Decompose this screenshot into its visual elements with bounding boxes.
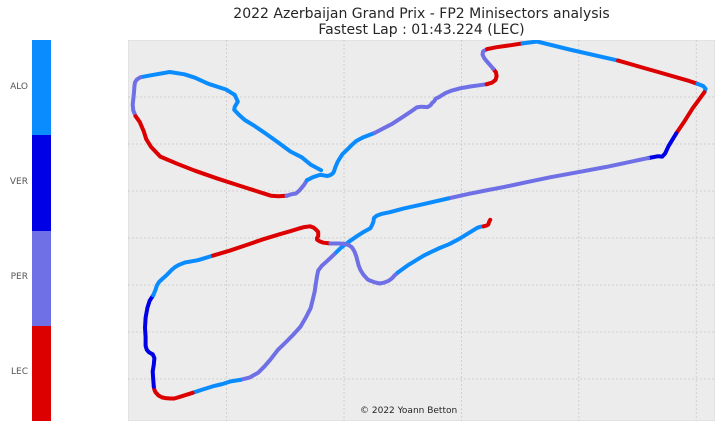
minisector-5-per — [372, 82, 489, 135]
minisector-20-alo — [151, 253, 216, 298]
minisector-12-lec — [674, 90, 707, 136]
chart-subtitle: Fastest Lap : 01:43.224 (LEC) — [318, 22, 525, 38]
chart-title: 2022 Azerbaijan Grand Prix - FP2 Minisec… — [233, 6, 610, 22]
track-map-plot — [128, 40, 715, 421]
colorbar-segment-lec — [32, 325, 51, 421]
minisector-19-ver — [143, 293, 157, 389]
colorbar-label-ver: VER — [9, 176, 28, 187]
colorbar-segment-ver — [32, 135, 51, 231]
colorbar-label-alo: ALO — [10, 81, 28, 92]
colorbar-label-lec: LEC — [11, 367, 28, 378]
minisector-15-alo — [332, 196, 450, 257]
minisector-1-per — [130, 75, 143, 119]
minisector-24-lec — [481, 217, 493, 229]
minisector-21-lec — [211, 224, 333, 258]
driver-colorbar — [32, 40, 51, 421]
copyright-credit: © 2022 Yoann Betton — [360, 406, 458, 416]
minisector-3-per — [284, 178, 309, 198]
minisector-2-lec — [133, 114, 289, 199]
minisector-14-per — [445, 156, 651, 201]
plot-background — [128, 40, 715, 421]
colorbar-segment-per — [32, 230, 51, 326]
minisector-7-per — [480, 47, 496, 71]
minisector-16-per — [238, 252, 336, 382]
grid-lines — [128, 40, 715, 421]
minisector-18-lec — [151, 384, 195, 401]
track-line — [130, 40, 708, 401]
minisector-9-alo — [520, 40, 621, 63]
colorbar-segment-alo — [32, 40, 51, 136]
minisector-4-alo — [305, 131, 377, 183]
minisector-8-lec — [485, 41, 525, 52]
minisector-17-alo — [190, 377, 243, 395]
minisector-23-alo — [396, 224, 486, 275]
minisector-13-ver — [646, 131, 679, 161]
minisector-22-per — [328, 241, 400, 286]
colorbar-label-per: PER — [10, 272, 28, 283]
minisector-6-lec — [484, 66, 499, 87]
minisector-10-lec — [616, 58, 700, 86]
minisector-0-alo — [138, 70, 324, 173]
